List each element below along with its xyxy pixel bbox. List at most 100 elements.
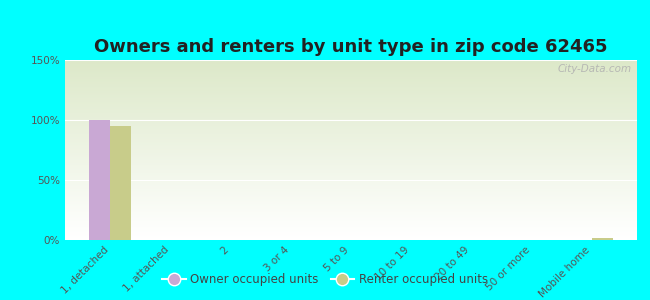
Bar [65, 185, 637, 186]
Bar [65, 238, 637, 239]
Bar [65, 149, 637, 150]
Bar [65, 78, 637, 79]
Bar [65, 213, 637, 214]
Bar [65, 133, 637, 134]
Bar [65, 110, 637, 111]
Bar [65, 82, 637, 83]
Bar [65, 109, 637, 110]
Bar [65, 187, 637, 188]
Bar [65, 173, 637, 174]
Bar [65, 188, 637, 189]
Bar [65, 98, 637, 99]
Bar [65, 180, 637, 181]
Bar [65, 231, 637, 232]
Bar [65, 194, 637, 195]
Bar [65, 136, 637, 137]
Bar [65, 104, 637, 105]
Bar [65, 221, 637, 222]
Bar [65, 84, 637, 85]
Bar [65, 123, 637, 124]
Bar [65, 224, 637, 225]
Bar [65, 156, 637, 157]
Bar [65, 88, 637, 89]
Bar [65, 65, 637, 66]
Bar [65, 126, 637, 127]
Bar [65, 135, 637, 136]
Bar [65, 66, 637, 67]
Bar [65, 234, 637, 235]
Bar [65, 215, 637, 216]
Bar [65, 96, 637, 97]
Bar [65, 157, 637, 158]
Bar [65, 145, 637, 146]
Bar [65, 120, 637, 121]
Bar [65, 142, 637, 143]
Bar [65, 72, 637, 73]
Bar [65, 195, 637, 196]
Bar [65, 111, 637, 112]
Bar [65, 122, 637, 123]
Bar [65, 81, 637, 82]
Bar [65, 209, 637, 210]
Bar [65, 116, 637, 117]
Bar [65, 183, 637, 184]
Bar [65, 115, 637, 116]
Bar [65, 71, 637, 72]
Bar [65, 114, 637, 115]
Bar [65, 170, 637, 171]
Bar [65, 130, 637, 131]
Bar [65, 182, 637, 183]
Bar [65, 154, 637, 155]
Title: Owners and renters by unit type in zip code 62465: Owners and renters by unit type in zip c… [94, 38, 608, 56]
Bar [65, 119, 637, 120]
Bar [65, 172, 637, 173]
Bar [65, 204, 637, 205]
Bar [65, 237, 637, 238]
Bar [65, 203, 637, 204]
Bar [65, 79, 637, 80]
Bar [65, 68, 637, 69]
Bar [65, 106, 637, 107]
Bar [65, 192, 637, 193]
Bar [65, 108, 637, 109]
Bar [65, 222, 637, 223]
Bar [65, 61, 637, 62]
Bar [65, 206, 637, 207]
Bar [65, 229, 637, 230]
Bar [65, 102, 637, 103]
Bar [65, 146, 637, 147]
Bar [65, 99, 637, 100]
Bar [65, 177, 637, 178]
Bar [65, 138, 637, 139]
Legend: Owner occupied units, Renter occupied units: Owner occupied units, Renter occupied un… [157, 269, 493, 291]
Bar [65, 164, 637, 165]
Bar [65, 69, 637, 70]
Bar [65, 167, 637, 168]
Bar [65, 70, 637, 71]
Bar [65, 73, 637, 74]
Bar [65, 210, 637, 211]
Bar [65, 199, 637, 200]
Bar [65, 118, 637, 119]
Bar [65, 86, 637, 87]
Bar [65, 196, 637, 197]
Bar [65, 100, 637, 101]
Bar [65, 147, 637, 148]
Bar [65, 236, 637, 237]
Bar [65, 176, 637, 177]
Bar [65, 64, 637, 65]
Bar [65, 77, 637, 78]
Bar [65, 227, 637, 228]
Bar [65, 94, 637, 95]
Bar [65, 200, 637, 201]
Bar [65, 107, 637, 108]
Bar [65, 153, 637, 154]
Bar [65, 62, 637, 63]
Bar [65, 191, 637, 192]
Bar [65, 223, 637, 224]
Bar [65, 159, 637, 160]
Bar [65, 80, 637, 81]
Bar [65, 214, 637, 215]
Bar [65, 165, 637, 166]
Bar [65, 117, 637, 118]
